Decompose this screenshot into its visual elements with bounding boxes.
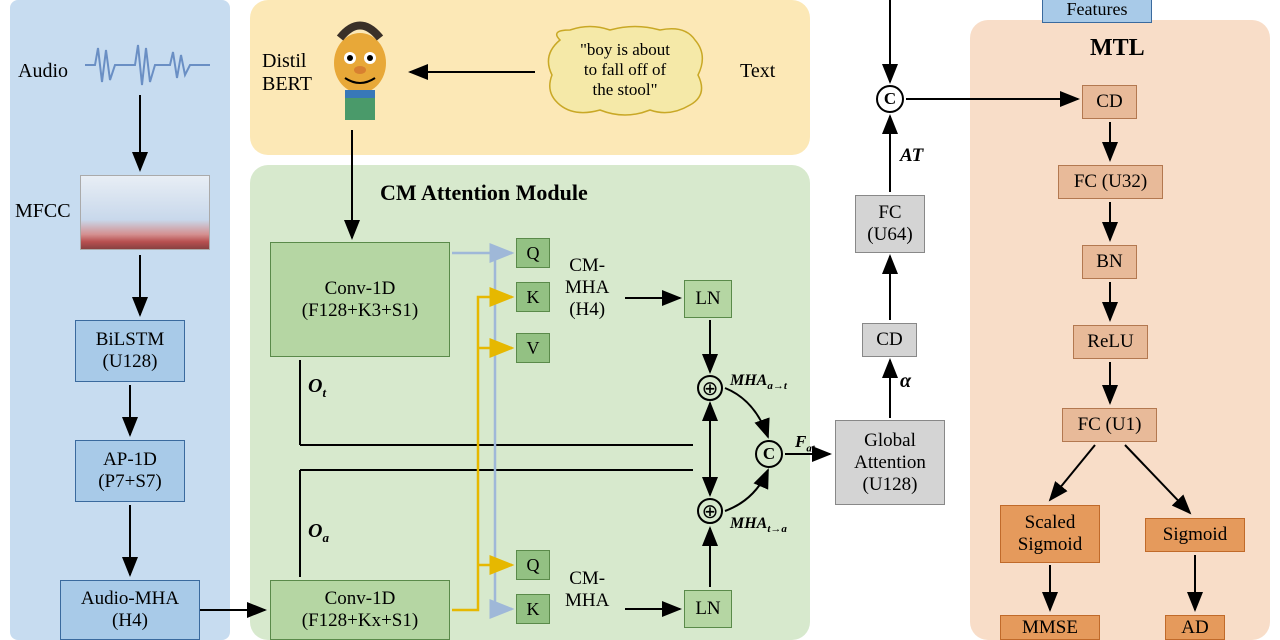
- conv-a-box: Conv-1D (F128+Kx+S1): [270, 580, 450, 640]
- ot-label: Ot: [308, 375, 326, 401]
- fc64-box: FC (U64): [855, 195, 925, 253]
- mmse-box: MMSE: [1000, 615, 1100, 640]
- cm-mha-a-label: CM- MHA: [565, 568, 609, 612]
- mha-at-label: MHAa→t: [730, 372, 787, 392]
- conv-t-box: Conv-1D (F128+K3+S1): [270, 242, 450, 357]
- relu-box: ReLU: [1073, 325, 1148, 359]
- concat-top: C: [876, 85, 904, 113]
- plus2: ⊕: [697, 498, 723, 524]
- audio-mha-box: Audio-MHA (H4): [60, 580, 200, 640]
- distil-bert-label: Distil BERT: [262, 50, 312, 96]
- bilstm-box: BiLSTM (U128): [75, 320, 185, 382]
- concat-cm: C: [755, 440, 783, 468]
- alpha-label: α: [900, 370, 911, 393]
- cd-box: CD: [1082, 85, 1137, 119]
- k2-box: K: [516, 594, 550, 624]
- cm-mha-t-label: CM- MHA (H4): [565, 255, 609, 321]
- cd-mid-box: CD: [862, 323, 917, 357]
- q1-box: Q: [516, 238, 550, 268]
- sigmoid-box: Sigmoid: [1145, 518, 1245, 552]
- mfcc-icon: [80, 175, 210, 250]
- mha-ta-label: MHAt→a: [730, 515, 787, 535]
- scaled-sigmoid-box: Scaled Sigmoid: [1000, 505, 1100, 563]
- text-label: Text: [740, 60, 775, 83]
- features-box: Features: [1042, 0, 1152, 23]
- fc32-box: FC (U32): [1058, 165, 1163, 199]
- global-attn-box: Global Attention (U128): [835, 420, 945, 505]
- fat-label: Fat: [795, 432, 815, 454]
- ln2-box: LN: [684, 590, 732, 628]
- ln1-box: LN: [684, 280, 732, 318]
- q2-box: Q: [516, 550, 550, 580]
- k1-box: K: [516, 282, 550, 312]
- ad-box: AD: [1165, 615, 1225, 640]
- fc1-box: FC (U1): [1062, 408, 1157, 442]
- text-panel: [250, 0, 810, 155]
- cm-title: CM Attention Module: [380, 180, 588, 206]
- oa-label: Oa: [308, 520, 329, 546]
- audio-label: Audio: [18, 60, 68, 83]
- bubble: "boy is about to fall off of the stool": [540, 25, 710, 120]
- ap1d-box: AP-1D (P7+S7): [75, 440, 185, 502]
- at-label: AT: [900, 145, 923, 167]
- plus1: ⊕: [697, 375, 723, 401]
- v1-box: V: [516, 333, 550, 363]
- mfcc-label: MFCC: [15, 200, 71, 223]
- mtl-title: MTL: [1090, 35, 1145, 62]
- bn-box: BN: [1082, 245, 1137, 279]
